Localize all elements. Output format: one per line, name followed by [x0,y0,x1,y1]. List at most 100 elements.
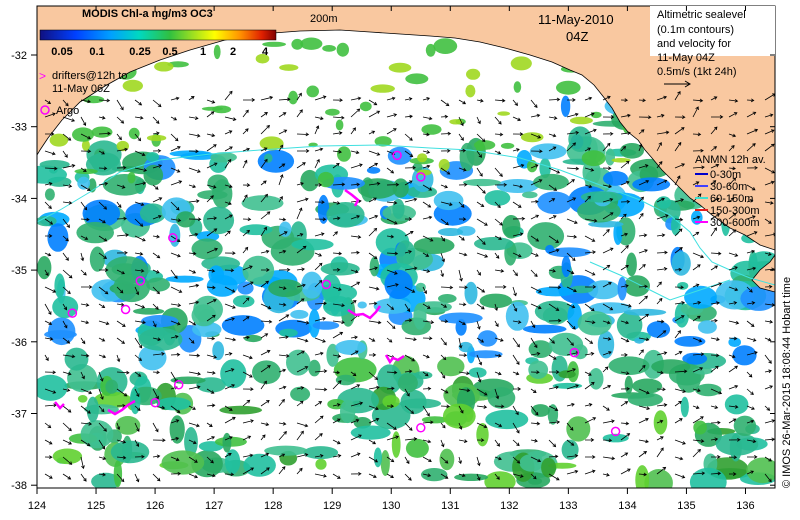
chl-patch [421,468,448,482]
velocity-arrow [692,448,701,458]
velocity-arrow [116,473,125,483]
velocity-arrow [188,149,199,154]
velocity-arrow [350,281,361,288]
velocity-arrow [188,199,200,204]
velocity-arrow [440,235,446,242]
velocity-arrow [638,439,649,444]
velocity-arrow [746,143,756,152]
velocity-arrow [278,249,287,254]
velocity-arrow [548,405,559,411]
plot-frame [36,5,776,489]
velocity-arrow [746,388,754,396]
velocity-arrow [584,250,596,255]
velocity-arrow [242,229,250,237]
velocity-arrow [332,286,342,291]
velocity-arrow [656,95,668,101]
velocity-arrow [404,318,413,323]
velocity-arrow [422,354,430,359]
chl-patch [587,280,620,300]
velocity-arrow [278,217,287,222]
velocity-arrow [674,115,686,120]
velocity-arrow [332,320,345,325]
velocity-arrow [98,439,106,450]
chl-patch [326,343,340,367]
velocity-arrow [170,133,179,142]
velocity-arrow [134,133,142,142]
velocity-arrow [746,184,756,191]
velocity-arrow [44,303,52,315]
velocity-arrow [692,148,704,153]
velocity-arrow [134,235,146,242]
velocity-arrow [566,469,579,475]
lon-label: 136 [736,500,754,512]
velocity-arrow [710,96,718,101]
chl-patch [322,45,336,52]
chl-patch [484,190,511,206]
velocity-arrow [206,370,216,375]
velocity-arrow [188,96,195,101]
chl-patch [439,448,455,471]
velocity-arrow [620,199,631,204]
chl-patch [317,171,334,188]
velocity-arrow [422,184,433,191]
velocity-arrow [368,99,378,106]
velocity-arrow [530,351,541,356]
velocity-arrow [296,386,305,390]
velocity-arrow [530,133,542,139]
velocity-arrow [602,142,611,152]
velocity-arrow [584,167,595,172]
velocity-arrow [224,472,235,477]
chl-patch [39,160,70,169]
velocity-arrow [530,252,539,257]
velocity-arrow [404,97,413,101]
velocity-arrow [62,133,72,141]
chl-patch [170,376,206,385]
velocity-arrow [602,184,612,189]
velocity-arrow [332,303,345,308]
velocity-arrow [404,180,413,186]
velocity-arrow [728,301,738,305]
lon-label: 130 [382,500,400,512]
velocity-arrow [746,266,757,271]
velocity-arrow [350,419,360,424]
velocity-arrow [566,384,579,390]
velocity-arrow [656,267,668,271]
chl-patch [370,84,395,93]
chl-patch [519,454,544,472]
velocity-arrow [746,199,754,203]
velocity-arrow [116,422,121,431]
velocity-arrow [620,337,630,343]
velocity-arrow [692,300,702,305]
chl-patch [522,191,538,199]
chl-patch [465,84,476,98]
chl-patch [537,191,573,215]
velocity-arrow [494,404,505,409]
chl-patch [191,304,217,327]
velocity-arrow [260,158,268,169]
chl-patch [237,281,254,295]
velocity-arrow [98,405,105,413]
velocity-arrow [422,235,434,242]
velocity-arrow [224,184,233,189]
chl-patch [732,345,757,366]
velocity-arrow [116,269,126,275]
velocity-arrow [278,163,286,169]
velocity-arrow [134,454,145,459]
velocity-arrow [548,385,559,390]
velocity-arrow [278,335,289,340]
velocity-arrow [314,279,323,288]
velocity-arrow [638,417,649,424]
velocity-arrow [80,388,93,395]
chl-patch [608,356,650,376]
chl-patch [340,399,356,424]
velocity-arrow [350,127,356,135]
velocity-arrow [638,98,646,103]
lon-label: 124 [28,500,46,512]
velocity-arrow [584,303,595,312]
chl-patch [259,136,284,151]
velocity-arrow [674,217,684,222]
velocity-arrow [602,303,614,311]
velocity-arrow [530,149,543,154]
velocity-arrow [44,99,52,105]
velocity-arrow [62,388,71,392]
